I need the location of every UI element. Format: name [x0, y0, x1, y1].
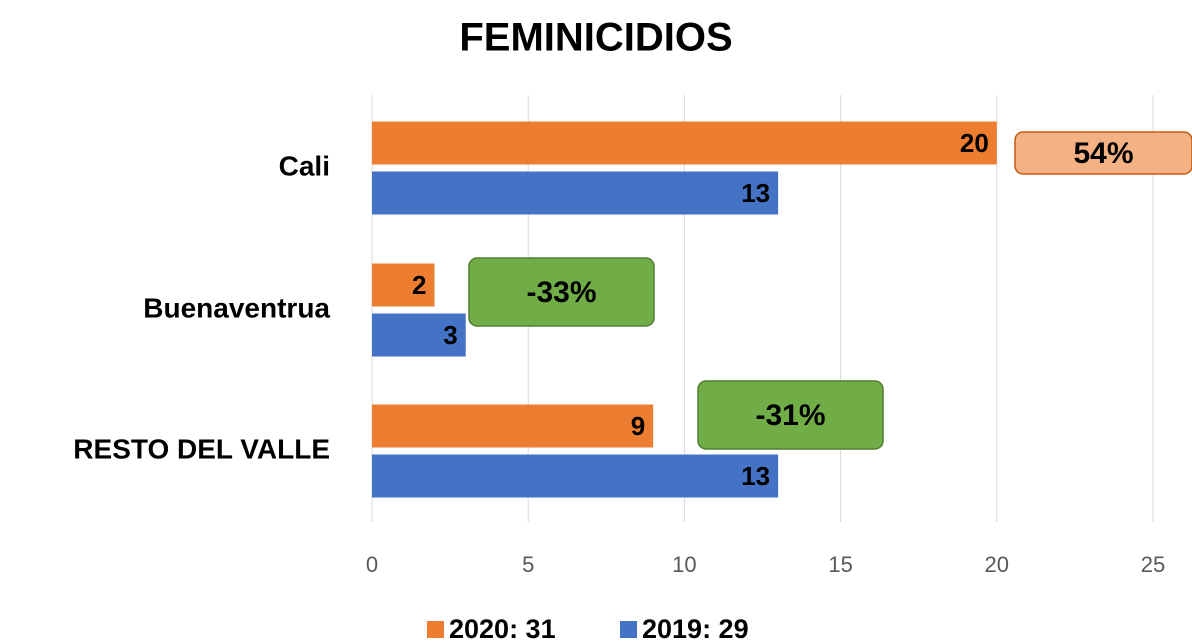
annotation-box [468, 257, 655, 327]
data-label: 2 [412, 270, 426, 300]
data-label: 13 [741, 178, 770, 208]
bar [372, 121, 997, 165]
category-label: Buenaventrua [143, 292, 330, 323]
legend-label: 2019: 29 [642, 614, 749, 641]
x-tick-label: 10 [672, 552, 696, 577]
x-tick-label: 25 [1141, 552, 1165, 577]
bar [372, 404, 654, 448]
category-label: RESTO DEL VALLE [73, 433, 330, 464]
bar [372, 313, 466, 357]
x-tick-label: 0 [366, 552, 378, 577]
annotation: 54% [1073, 137, 1133, 170]
annotation-box [1014, 131, 1192, 175]
annotation: -31% [755, 399, 825, 432]
bar [372, 171, 779, 215]
annotation: -33% [526, 276, 596, 309]
data-label: 3 [443, 320, 457, 350]
x-tick-label: 5 [522, 552, 534, 577]
data-label: 20 [960, 128, 989, 158]
chart-title: FEMINICIDIOS [459, 16, 732, 60]
legend-swatch [427, 621, 444, 638]
legend-label: 2020: 31 [449, 614, 556, 641]
x-tick-label: 15 [828, 552, 852, 577]
bar [372, 454, 779, 498]
legend-swatch [620, 621, 637, 638]
data-label: 9 [631, 411, 645, 441]
annotation-box [697, 380, 884, 450]
data-label: 13 [741, 461, 770, 491]
category-label: Cali [279, 150, 330, 181]
x-tick-label: 20 [985, 552, 1009, 577]
bar [372, 263, 435, 307]
